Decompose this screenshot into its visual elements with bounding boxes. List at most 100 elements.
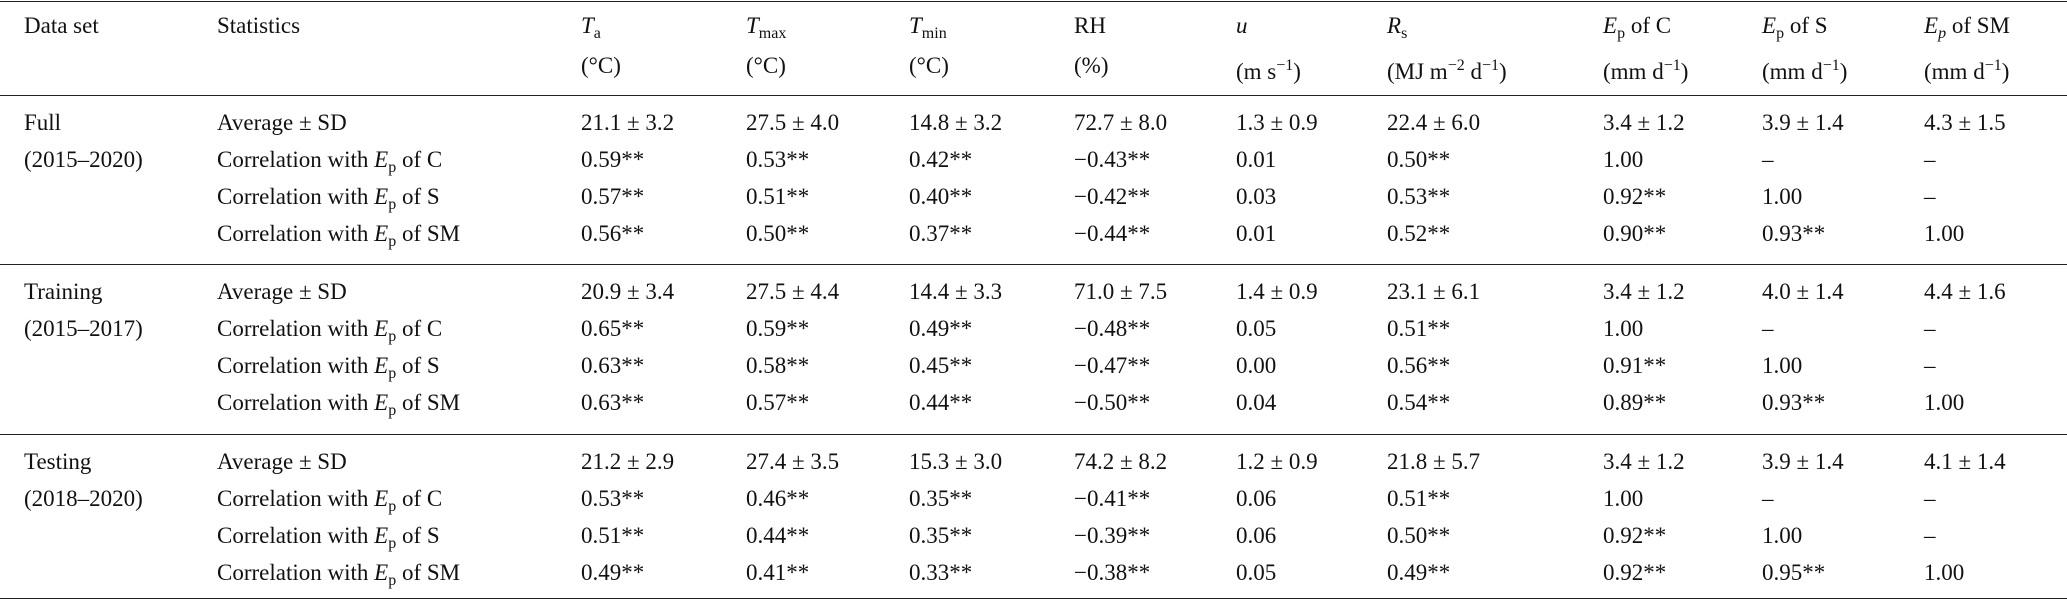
text-segment: of S bbox=[1784, 13, 1828, 38]
table-cell: 0.46** bbox=[746, 486, 810, 511]
statistic-label: Correlation with Ep of SM bbox=[217, 220, 461, 250]
table-cell: 74.2 ± 8.2 bbox=[1074, 449, 1168, 474]
table-cell: 0.44** bbox=[746, 523, 810, 548]
column-unit: (mm d−1) bbox=[1603, 52, 1688, 84]
table-cell: 0.93** bbox=[1762, 221, 1826, 246]
column-unit: (mm d−1) bbox=[1924, 52, 2009, 84]
text-segment: Correlation with bbox=[217, 184, 375, 209]
text-segment: −1 bbox=[1663, 57, 1681, 74]
table-cell: 1.2 ± 0.9 bbox=[1236, 449, 1318, 474]
text-segment: p bbox=[388, 365, 397, 382]
statistic-label: Correlation with Ep of C bbox=[217, 315, 443, 345]
table-cell: 22.4 ± 6.0 bbox=[1387, 110, 1481, 135]
table-cell: 3.9 ± 1.4 bbox=[1762, 449, 1844, 474]
table-cell: 0.06 bbox=[1236, 486, 1277, 511]
text-segment: of C bbox=[396, 316, 443, 341]
table-cell: 0.65** bbox=[581, 316, 645, 341]
header-rule bbox=[0, 95, 2067, 96]
text-segment: ) bbox=[1499, 59, 1507, 84]
table-cell: 0.01 bbox=[1236, 221, 1277, 246]
table-cell: – bbox=[1924, 147, 1936, 172]
text-segment: Correlation with bbox=[217, 353, 375, 378]
text-segment: Average ± SD bbox=[217, 110, 347, 135]
table-cell: 0.05 bbox=[1236, 316, 1277, 341]
table-cell: 1.3 ± 0.9 bbox=[1236, 110, 1318, 135]
table-cell: −0.50** bbox=[1074, 390, 1151, 415]
statistic-label: Average ± SD bbox=[217, 448, 347, 476]
table-cell: 0.91** bbox=[1603, 353, 1667, 378]
table-cell: 0.54** bbox=[1387, 390, 1451, 415]
table-cell: 0.58** bbox=[746, 353, 810, 378]
statistic-label: Correlation with Ep of S bbox=[217, 183, 440, 213]
bottom-rule bbox=[0, 598, 2067, 599]
text-segment: (°C) bbox=[746, 53, 786, 78]
text-segment: (%) bbox=[1074, 53, 1109, 78]
table-cell: −0.44** bbox=[1074, 221, 1151, 246]
text-segment: Correlation with bbox=[217, 523, 375, 548]
table-cell: 0.45** bbox=[909, 353, 973, 378]
text-segment: p bbox=[1776, 25, 1785, 42]
table-cell: 0.56** bbox=[1387, 353, 1451, 378]
text-segment: Average ± SD bbox=[217, 449, 347, 474]
table-cell: – bbox=[1924, 316, 1936, 341]
data-set-name: (2015–2017) bbox=[24, 316, 143, 341]
table-cell: −0.43** bbox=[1074, 147, 1151, 172]
table-cell: 27.5 ± 4.4 bbox=[746, 279, 840, 304]
table-cell: 0.95** bbox=[1762, 560, 1826, 585]
text-segment: p bbox=[388, 535, 397, 552]
top-rule bbox=[0, 1, 2067, 2]
text-segment: −1 bbox=[1481, 57, 1500, 74]
text-segment: of SM bbox=[396, 221, 461, 246]
table-cell: – bbox=[1762, 316, 1774, 341]
table-cell: 1.00 bbox=[1762, 353, 1803, 378]
data-set-name: Training bbox=[24, 279, 103, 304]
text-segment: s bbox=[1401, 25, 1408, 42]
text-segment: Correlation with bbox=[217, 221, 375, 246]
text-segment: T bbox=[746, 13, 759, 38]
table-cell: 4.1 ± 1.4 bbox=[1924, 449, 2006, 474]
table-cell: 0.56** bbox=[581, 221, 645, 246]
column-header: Ep of SM bbox=[1924, 12, 2010, 42]
text-segment: Statistics bbox=[217, 13, 301, 38]
text-segment: −2 bbox=[1447, 57, 1465, 74]
text-segment: E bbox=[1924, 13, 1939, 38]
table-cell: 1.00 bbox=[1924, 560, 1965, 585]
table-cell: 0.53** bbox=[1387, 184, 1451, 209]
text-segment: (m s bbox=[1236, 59, 1277, 84]
text-segment: −1 bbox=[1822, 57, 1840, 74]
text-segment: Correlation with bbox=[217, 147, 375, 172]
table-cell: 14.4 ± 3.3 bbox=[909, 279, 1003, 304]
data-set-name: (2018–2020) bbox=[24, 486, 143, 511]
statistic-label: Average ± SD bbox=[217, 278, 347, 306]
text-segment: p bbox=[388, 498, 397, 515]
table-cell: 1.00 bbox=[1762, 523, 1803, 548]
table-cell: 20.9 ± 3.4 bbox=[581, 279, 675, 304]
table-cell: 0.35** bbox=[909, 523, 973, 548]
statistic-label: Correlation with Ep of SM bbox=[217, 389, 460, 419]
text-segment: p bbox=[1938, 25, 1947, 42]
table-cell: 72.7 ± 8.0 bbox=[1074, 110, 1168, 135]
table-cell: 3.4 ± 1.2 bbox=[1603, 449, 1685, 474]
table-cell: 0.51** bbox=[1387, 486, 1451, 511]
text-segment: E bbox=[374, 221, 389, 246]
text-segment: of S bbox=[396, 353, 440, 378]
column-header: Tmax bbox=[746, 12, 787, 42]
table-cell: 0.42** bbox=[909, 147, 973, 172]
column-header: Tmin bbox=[909, 12, 947, 42]
table-cell: 21.1 ± 3.2 bbox=[581, 110, 675, 135]
column-unit: (MJ m−2 d−1) bbox=[1387, 52, 1507, 84]
text-segment: E bbox=[374, 184, 389, 209]
text-segment: of SM bbox=[1946, 13, 2010, 38]
group-rule bbox=[0, 264, 2067, 265]
text-segment: (mm d bbox=[1762, 59, 1823, 84]
table-cell: 3.4 ± 1.2 bbox=[1603, 279, 1685, 304]
text-segment: p bbox=[388, 233, 397, 250]
text-segment: ) bbox=[1293, 59, 1301, 84]
table-cell: 0.90** bbox=[1603, 221, 1667, 246]
text-segment: max bbox=[758, 25, 787, 42]
column-unit: (m s−1) bbox=[1236, 52, 1301, 84]
text-segment: of C bbox=[1625, 13, 1672, 38]
table-cell: 4.3 ± 1.5 bbox=[1924, 110, 2006, 135]
table-cell: 27.4 ± 3.5 bbox=[746, 449, 840, 474]
table-cell: – bbox=[1762, 147, 1774, 172]
